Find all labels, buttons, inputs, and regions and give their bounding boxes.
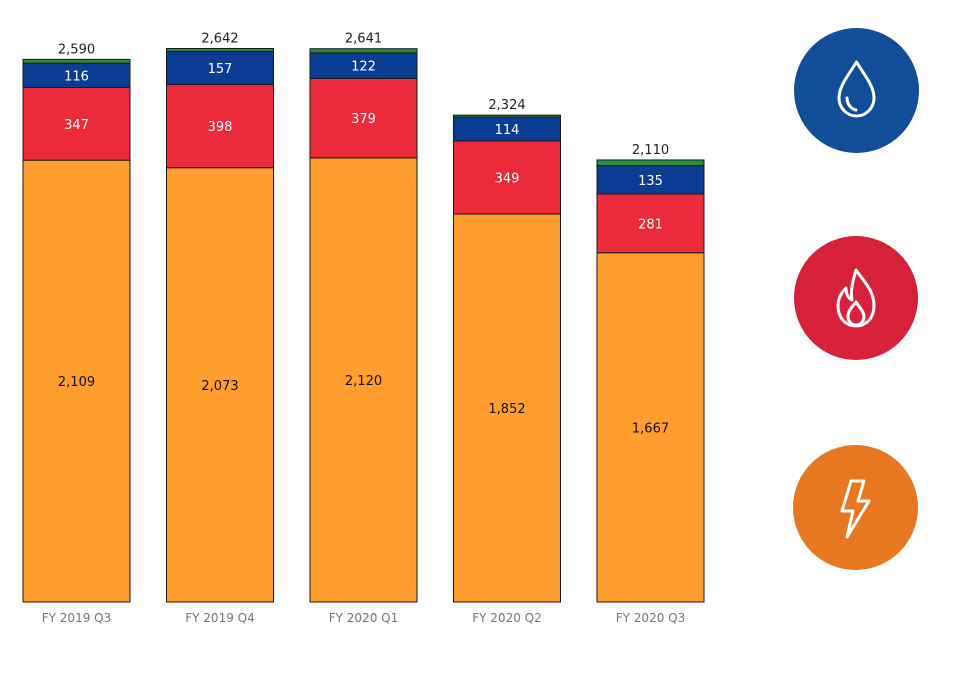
segment-value-label: 347	[64, 118, 89, 133]
bar-segment	[453, 140, 561, 215]
segment-value-label: 2,109	[58, 375, 95, 390]
bar-segment	[596, 159, 705, 167]
bar-segment	[453, 114, 561, 118]
segment-value-label: 2,073	[201, 379, 238, 394]
segment-value-label: 1,667	[632, 421, 669, 436]
category-label: FY 2020 Q1	[329, 611, 398, 625]
total-value-label: 2,642	[201, 32, 238, 47]
bar-segment	[309, 52, 418, 79]
bar-segment	[22, 58, 131, 64]
total-value-label: 2,641	[345, 32, 382, 47]
total-value-label: 2,110	[632, 143, 669, 158]
water-drop-icon	[794, 28, 919, 153]
segment-value-label: 398	[208, 120, 233, 135]
bar-segment	[22, 159, 131, 603]
segment-value-label: 379	[351, 112, 376, 127]
segment-value-label: 349	[495, 171, 520, 186]
segment-value-label: 135	[638, 174, 663, 189]
segment-value-label: 1,852	[488, 402, 525, 417]
bar-segment	[596, 193, 705, 254]
lightning-bolt-icon	[793, 445, 918, 570]
segment-value-label: 2,120	[345, 374, 382, 389]
bar-segment	[166, 167, 274, 603]
segment-value-label: 281	[638, 217, 663, 232]
category-label: FY 2020 Q2	[472, 611, 541, 625]
category-label: FY 2020 Q3	[616, 611, 685, 625]
bar-segment	[309, 77, 418, 159]
bar-segment	[309, 157, 418, 603]
category-label: FY 2019 Q3	[42, 611, 111, 625]
bar-segment	[309, 48, 418, 54]
flame-icon	[794, 236, 918, 360]
segment-value-label: 122	[351, 60, 376, 75]
bar-segment	[22, 86, 131, 161]
segment-value-label: 157	[208, 62, 233, 77]
bar-segment	[596, 252, 705, 603]
stacked-bar-chart: 2,109 347 116 2,590 FY 2019 Q3 2,073 398 157 2,6…	[22, 32, 705, 625]
segment-value-label: 114	[495, 123, 520, 138]
bar-segment	[166, 83, 274, 169]
bar-segment	[166, 50, 274, 85]
bar-segment	[166, 48, 274, 52]
category-label: FY 2019 Q4	[185, 611, 254, 625]
bar-segment	[453, 213, 561, 603]
total-value-label: 2,590	[58, 42, 95, 57]
total-value-label: 2,324	[488, 98, 525, 113]
segment-value-label: 116	[64, 69, 89, 84]
